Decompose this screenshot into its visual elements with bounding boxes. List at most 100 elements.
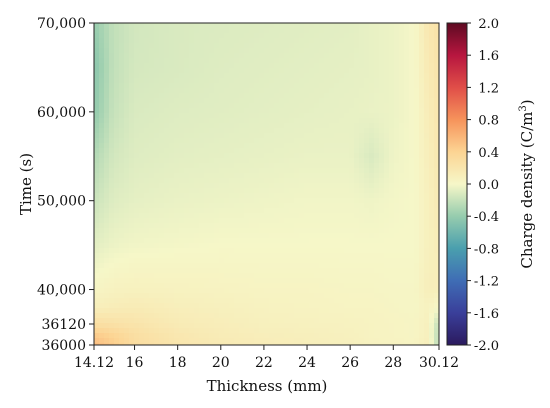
heatmap-cell bbox=[369, 208, 375, 214]
heatmap-cell bbox=[294, 158, 300, 164]
heatmap-cell bbox=[399, 58, 405, 64]
heatmap-cell bbox=[299, 148, 305, 154]
heatmap-cell bbox=[329, 228, 335, 234]
heatmap-cell bbox=[249, 228, 255, 234]
heatmap-cell bbox=[94, 58, 100, 64]
heatmap-cell bbox=[369, 68, 375, 74]
heatmap-cell bbox=[154, 293, 160, 299]
heatmap-cell bbox=[429, 303, 435, 309]
heatmap-cell bbox=[229, 83, 235, 89]
heatmap-cell bbox=[114, 23, 120, 29]
colorbar-tick-label: -1.2 bbox=[474, 275, 499, 290]
heatmap-cell bbox=[279, 133, 285, 139]
heatmap-cell bbox=[344, 298, 350, 304]
heatmap-cell bbox=[214, 243, 220, 249]
heatmap-cell bbox=[264, 268, 270, 274]
heatmap-cell bbox=[174, 228, 180, 234]
heatmap-cell bbox=[339, 238, 345, 244]
heatmap-cell bbox=[264, 48, 270, 54]
heatmap-cell bbox=[414, 343, 420, 345]
heatmap-cell bbox=[349, 233, 355, 239]
heatmap-cell bbox=[364, 263, 370, 269]
heatmap-cell bbox=[379, 163, 385, 169]
heatmap-cell bbox=[224, 73, 230, 79]
heatmap-cell bbox=[154, 148, 160, 154]
heatmap-cell bbox=[199, 23, 205, 29]
heatmap-cell bbox=[154, 323, 160, 329]
heatmap-cell bbox=[269, 238, 275, 244]
heatmap-cell bbox=[354, 168, 360, 174]
heatmap-cell bbox=[264, 78, 270, 84]
heatmap-cell bbox=[204, 273, 210, 279]
heatmap-cell bbox=[239, 138, 245, 144]
heatmap-cell bbox=[219, 43, 225, 49]
heatmap-cell bbox=[394, 73, 400, 79]
heatmap-cell bbox=[399, 258, 405, 264]
heatmap-cell bbox=[114, 78, 120, 84]
heatmap-cell bbox=[419, 128, 425, 134]
heatmap-cell bbox=[374, 248, 380, 254]
heatmap-cell bbox=[344, 28, 350, 34]
heatmap-cell bbox=[259, 38, 265, 44]
heatmap-cell bbox=[184, 213, 190, 219]
heatmap-cell bbox=[239, 308, 245, 314]
heatmap-cell bbox=[429, 208, 435, 214]
heatmap-cell bbox=[389, 303, 395, 309]
heatmap-cell bbox=[234, 338, 240, 344]
heatmap-cell bbox=[229, 63, 235, 69]
heatmap-cell bbox=[419, 53, 425, 59]
heatmap-cell bbox=[329, 103, 335, 109]
heatmap-cell bbox=[304, 243, 310, 249]
heatmap-cell bbox=[159, 173, 165, 179]
heatmap-cell bbox=[429, 33, 435, 39]
heatmap-cell bbox=[134, 98, 140, 104]
heatmap-cell bbox=[364, 183, 370, 189]
heatmap-cell bbox=[404, 148, 410, 154]
heatmap-cell bbox=[144, 133, 150, 139]
heatmap-cell bbox=[359, 208, 365, 214]
heatmap-cell bbox=[139, 283, 145, 289]
heatmap-cell bbox=[404, 198, 410, 204]
heatmap-cell bbox=[179, 308, 185, 314]
heatmap-cell bbox=[249, 128, 255, 134]
heatmap-cell bbox=[334, 58, 340, 64]
heatmap-cell bbox=[129, 128, 135, 134]
heatmap-cell bbox=[294, 268, 300, 274]
heatmap-cell bbox=[269, 88, 275, 94]
heatmap-cell bbox=[119, 218, 125, 224]
heatmap-cell bbox=[324, 63, 330, 69]
heatmap-cell bbox=[389, 248, 395, 254]
heatmap-cell bbox=[269, 113, 275, 119]
heatmap-cell bbox=[299, 203, 305, 209]
heatmap-cell bbox=[164, 88, 170, 94]
heatmap-cell bbox=[189, 68, 195, 74]
heatmap-cell bbox=[234, 103, 240, 109]
heatmap-cell bbox=[404, 223, 410, 229]
heatmap-cell bbox=[99, 78, 105, 84]
heatmap-cell bbox=[209, 28, 215, 34]
heatmap-cell bbox=[209, 338, 215, 344]
heatmap-cell bbox=[149, 303, 155, 309]
heatmap-cell bbox=[369, 283, 375, 289]
heatmap-cell bbox=[279, 263, 285, 269]
heatmap-cell bbox=[334, 283, 340, 289]
heatmap-cell bbox=[389, 148, 395, 154]
heatmap-cell bbox=[304, 113, 310, 119]
heatmap-cell bbox=[409, 33, 415, 39]
heatmap-cell bbox=[259, 183, 265, 189]
heatmap-cell bbox=[339, 128, 345, 134]
heatmap-cell bbox=[364, 43, 370, 49]
heatmap-cell bbox=[254, 98, 260, 104]
heatmap-cell bbox=[169, 138, 175, 144]
heatmap-cell bbox=[119, 238, 125, 244]
heatmap-cell bbox=[324, 333, 330, 339]
heatmap-cell bbox=[209, 63, 215, 69]
heatmap-cell bbox=[144, 258, 150, 264]
heatmap-cell bbox=[334, 258, 340, 264]
heatmap-cell bbox=[349, 253, 355, 259]
heatmap-cell bbox=[129, 93, 135, 99]
heatmap-cell bbox=[389, 53, 395, 59]
heatmap-cell bbox=[104, 183, 110, 189]
colorbar-label-superscript: 3 bbox=[518, 105, 529, 111]
heatmap-cell bbox=[189, 218, 195, 224]
